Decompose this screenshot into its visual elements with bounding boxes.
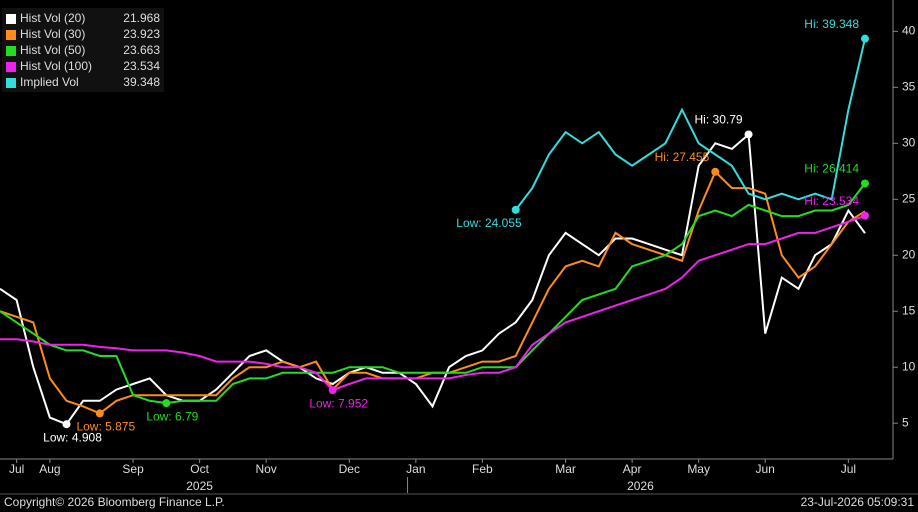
x-tick-label: Mar — [555, 462, 576, 476]
annotation-dot — [711, 167, 720, 176]
x-tick-label: Oct — [190, 462, 209, 476]
legend-swatch — [6, 78, 16, 88]
x-group-label: 2025 — [186, 479, 213, 493]
legend-box — [2, 8, 164, 92]
legend-value: 23.534 — [123, 59, 160, 73]
x-tick-label: Dec — [339, 462, 360, 476]
x-tick-label: May — [687, 462, 710, 476]
annotation-label: Hi: 27.455 — [655, 150, 710, 164]
annotation-dot — [95, 409, 104, 418]
legend-value: 21.968 — [123, 11, 160, 25]
annotation-label: Hi: 39.348 — [804, 17, 859, 31]
legend-swatch — [6, 46, 16, 56]
x-tick-label: Feb — [472, 462, 493, 476]
annotation-label: Low: 4.908 — [43, 430, 102, 444]
legend-swatch — [6, 62, 16, 72]
x-tick-label: Jul — [9, 462, 24, 476]
y-tick-label: 10 — [902, 359, 916, 373]
annotation-label: Low: 7.952 — [309, 396, 368, 410]
series-line — [514, 38, 866, 211]
y-tick-label: 40 — [902, 24, 916, 38]
legend-name: Hist Vol (30) — [20, 27, 85, 41]
annotation-dot — [162, 399, 171, 408]
x-tick-label: Jan — [406, 462, 425, 476]
legend-swatch — [6, 14, 16, 24]
legend-value: 39.348 — [123, 75, 160, 89]
annotation-label: Hi: 26.414 — [804, 162, 859, 176]
annotation-label: Hi: 23.534 — [804, 194, 859, 208]
legend-swatch — [6, 30, 16, 40]
legend-name: Implied Vol — [20, 75, 79, 89]
x-tick-label: Jul — [841, 462, 856, 476]
y-tick-label: 20 — [902, 247, 916, 261]
footer-right: 23-Jul-2026 05:09:31 — [801, 495, 915, 509]
legend-value: 23.663 — [123, 43, 160, 57]
legend-name: Hist Vol (50) — [20, 43, 85, 57]
annotation-label: Low: 24.055 — [456, 216, 522, 230]
legend-name: Hist Vol (100) — [20, 59, 92, 73]
legend-value: 23.923 — [123, 27, 160, 41]
annotation-dot — [62, 420, 71, 429]
x-tick-label: Nov — [255, 462, 276, 476]
annotation-label: Low: 6.79 — [146, 409, 198, 423]
series-line — [0, 132, 866, 426]
y-tick-label: 25 — [902, 191, 916, 205]
x-tick-label: Sep — [122, 462, 144, 476]
x-tick-label: Jun — [756, 462, 775, 476]
x-tick-label: Aug — [39, 462, 60, 476]
annotation-label: Low: 5.875 — [76, 420, 135, 434]
annotation-dot — [744, 130, 753, 139]
annotation-dot — [511, 205, 520, 214]
annotation-label: Hi: 30.79 — [695, 113, 743, 127]
legend-name: Hist Vol (20) — [20, 11, 85, 25]
x-group-label: 2026 — [627, 479, 654, 493]
y-tick-label: 5 — [902, 415, 909, 429]
annotation-dot — [861, 34, 869, 43]
annotation-dot — [861, 179, 869, 188]
annotation-dot — [861, 211, 869, 220]
x-tick-label: Apr — [623, 462, 642, 476]
footer-left: Copyright© 2026 Bloomberg Finance L.P. — [4, 495, 225, 509]
series-line — [0, 182, 866, 405]
y-tick-label: 15 — [902, 303, 916, 317]
series-line — [0, 214, 866, 392]
y-tick-label: 30 — [902, 135, 916, 149]
annotation-dot — [328, 386, 337, 395]
y-tick-label: 35 — [902, 79, 916, 93]
